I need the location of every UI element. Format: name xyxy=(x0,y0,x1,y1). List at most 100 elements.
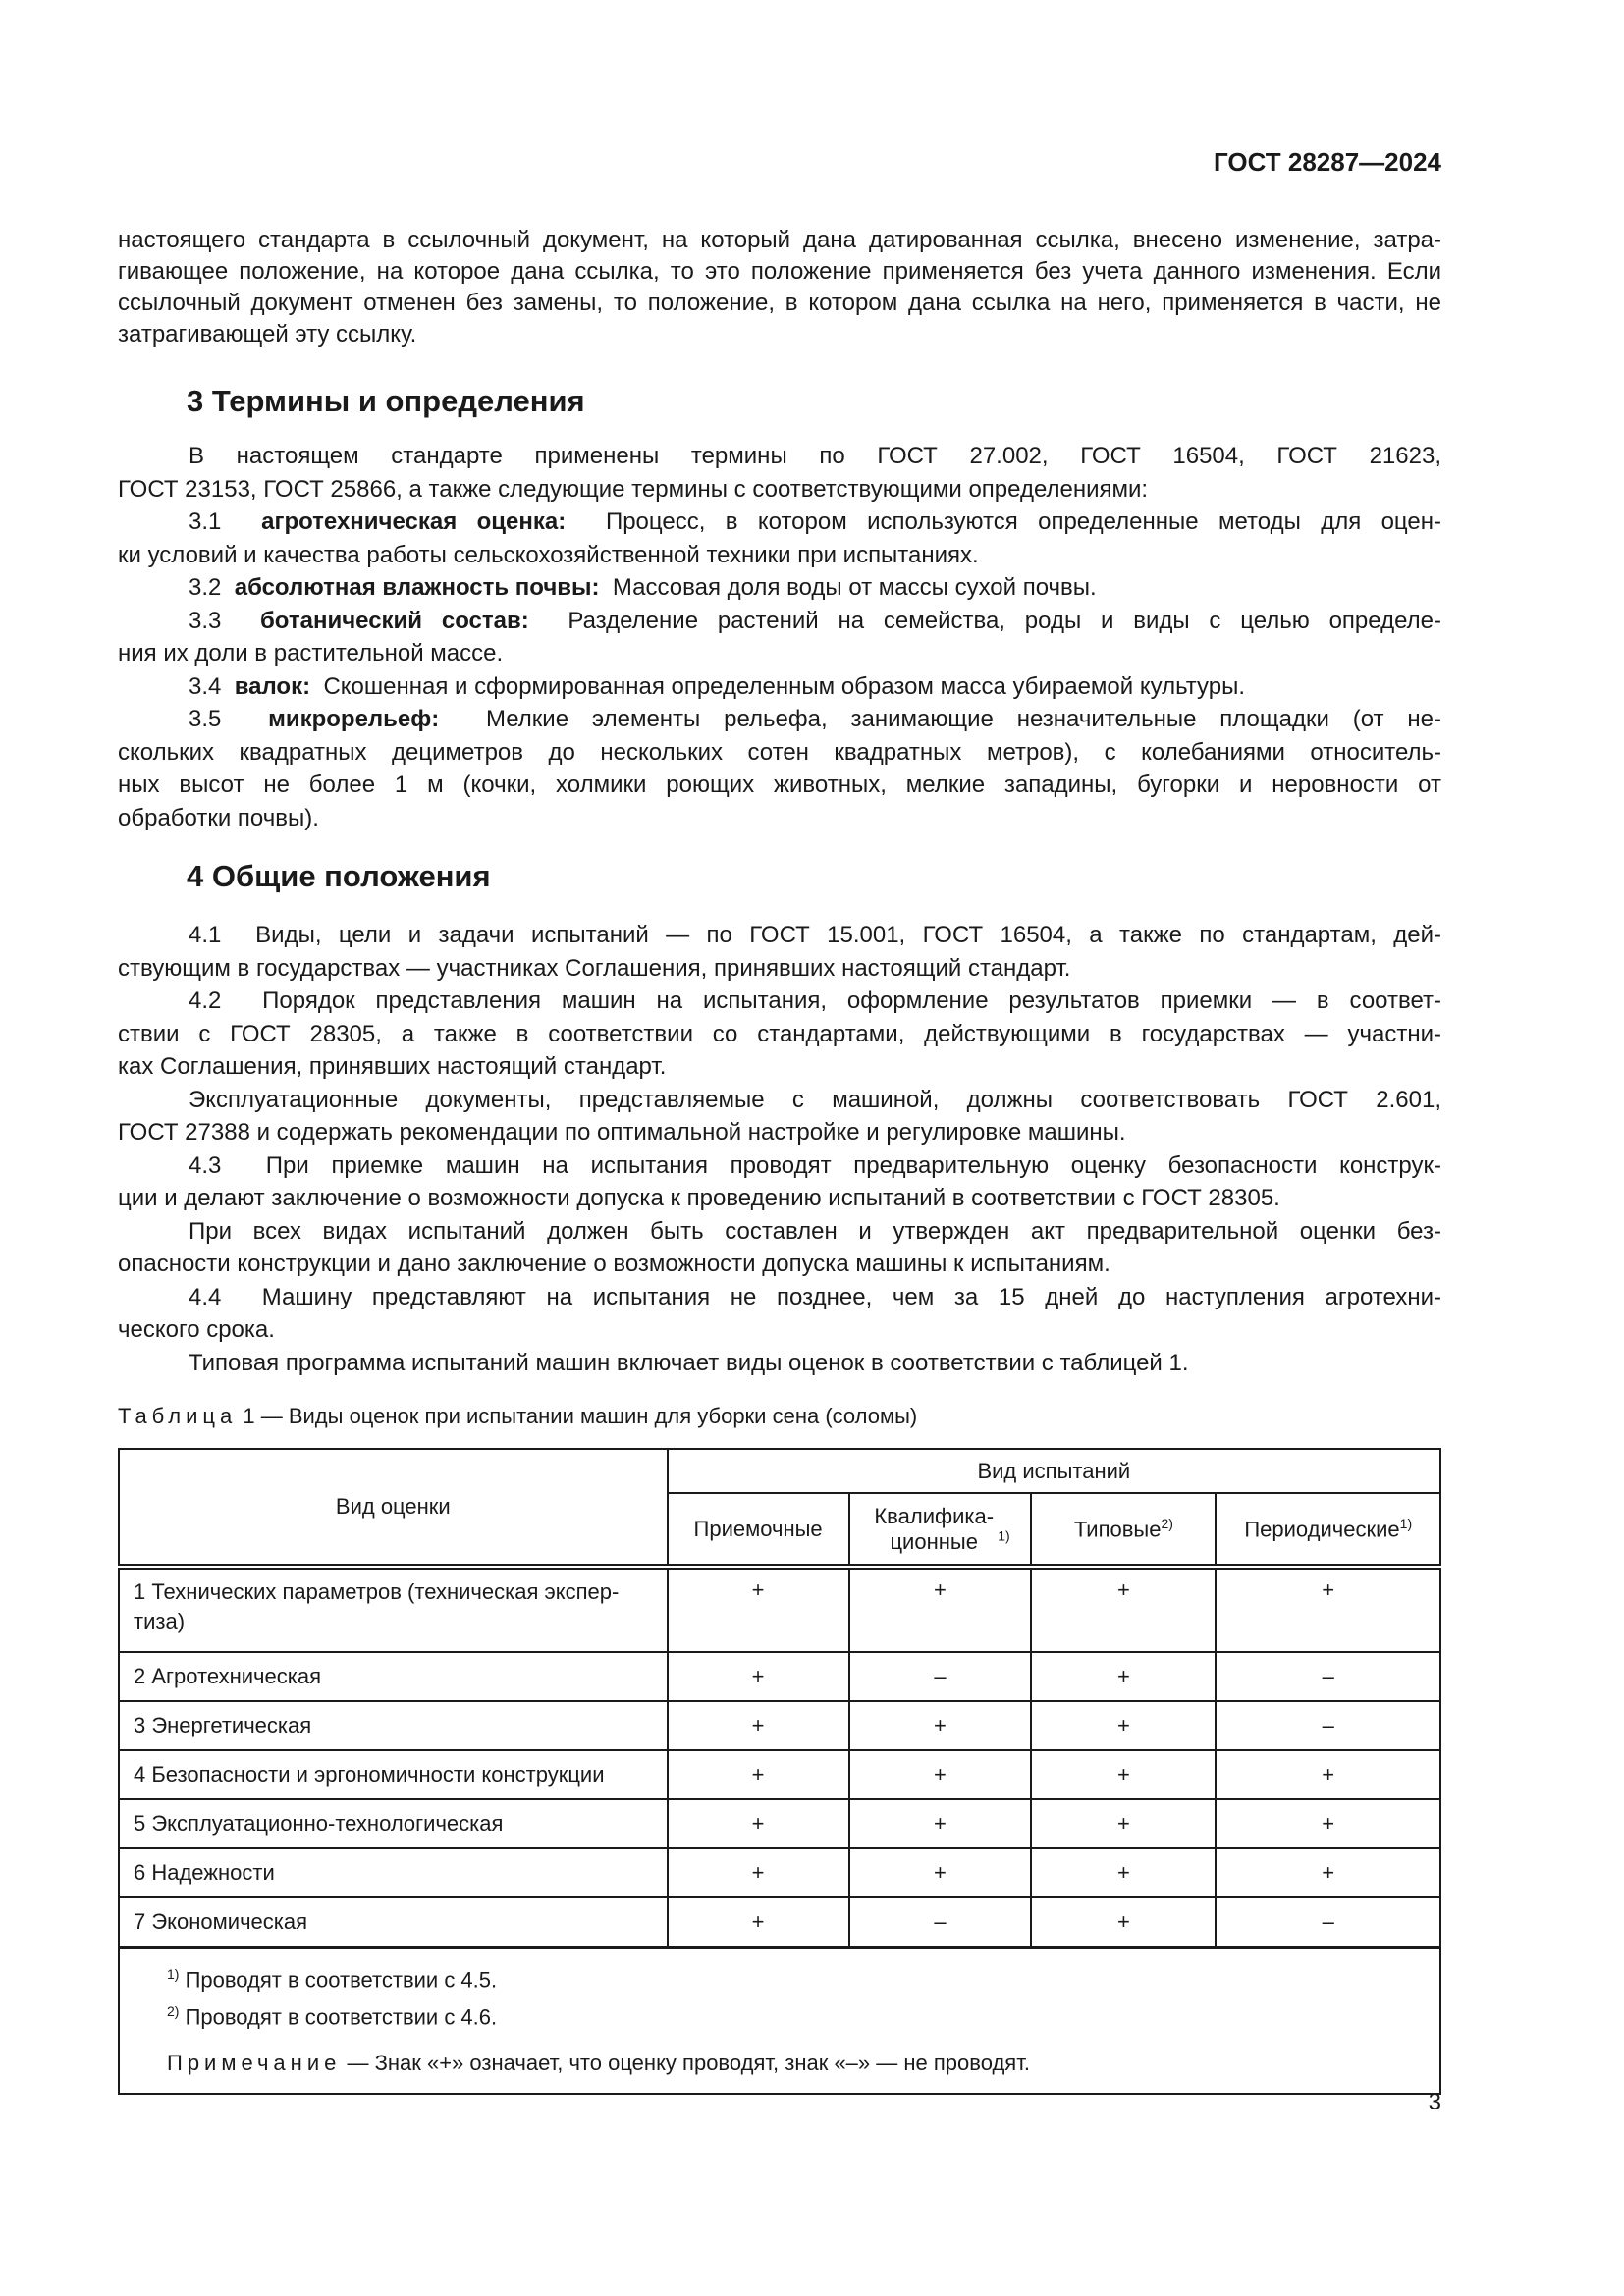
text-line: ствии с ГОСТ 28305, а также в соответств… xyxy=(118,1018,1441,1051)
term: агротехническая оценка: xyxy=(261,508,567,535)
line-text: ки условий и качества работы сельскохозя… xyxy=(118,541,979,568)
line-text: В настоящем стандарте применены термины … xyxy=(189,443,1441,469)
footnote-ref: 1) xyxy=(998,1527,1010,1544)
section-3-title: 3 Термины и определения xyxy=(187,384,585,418)
line-text: Порядок представления машин на испытания… xyxy=(262,988,1441,1014)
cell-value: + xyxy=(1215,1798,1441,1849)
cell-value: – xyxy=(847,1651,1033,1702)
line-text: ствующим в государствах — участниках Сог… xyxy=(118,954,1071,982)
line-text: Виды, цели и задачи испытаний — по ГОСТ … xyxy=(255,922,1441,948)
document-id: ГОСТ 28287—2024 xyxy=(1214,147,1441,177)
column-header-label: Квалифика-ционные xyxy=(874,1503,995,1554)
line-text: При всех видах испытаний должен быть сос… xyxy=(189,1217,1441,1245)
clause-number: 3.4 xyxy=(189,672,222,700)
footnote-mark: 2) xyxy=(167,2003,180,2020)
line-text: обработки почвы). xyxy=(118,804,319,831)
text-line: ния их доли в растительной массе. xyxy=(118,637,1441,670)
text-line: ГОСТ 23153, ГОСТ 25866, а также следующи… xyxy=(118,473,1441,507)
footnote-text: Проводят в соответствии с 4.6. xyxy=(179,2004,498,2030)
table-row: 2 Агротехническая + – + – xyxy=(118,1651,1441,1702)
line-text: ках Соглашения, принявших настоящий стан… xyxy=(118,1053,667,1080)
text-line: ках Соглашения, принявших настоящий стан… xyxy=(118,1050,1441,1084)
cell-value: + xyxy=(1215,1749,1441,1800)
table-row: 1 Технических параметров (техническая эк… xyxy=(118,1566,1441,1653)
column-header-label: Приемочные xyxy=(693,1516,823,1541)
line-text: Типовая программа испытаний машин включа… xyxy=(189,1349,1189,1376)
text-line: Эксплуатационные документы, представляем… xyxy=(118,1084,1441,1117)
term: валок: xyxy=(234,672,311,700)
cell-value: + xyxy=(847,1847,1033,1898)
text-line: 4.2 Порядок представления машин на испыт… xyxy=(118,985,1441,1018)
cell-value: – xyxy=(1215,1651,1441,1702)
column-header: Периодические1) xyxy=(1215,1492,1441,1570)
footnote-text: Проводят в соответствии с 4.5. xyxy=(179,1967,498,1993)
text-line: ссылочный документ отменен без замены, т… xyxy=(118,288,1441,319)
table-caption-label: Таблица xyxy=(118,1404,238,1428)
clause-number: 4.1 xyxy=(189,922,222,948)
clause-number: 4.4 xyxy=(189,1283,222,1310)
line-text: Массовая доля воды от массы сухой почвы. xyxy=(612,574,1097,601)
text-line: 3.1 агротехническая оценка: Процесс, в к… xyxy=(118,506,1441,539)
text-line: В настоящем стандарте применены термины … xyxy=(118,440,1441,473)
line-text: При приемке машин на испытания проводят … xyxy=(265,1151,1441,1179)
line-text: ссылочный документ отменен без замены, т… xyxy=(118,290,1441,316)
text-line: ГОСТ 27388 и содержать рекомендации по о… xyxy=(118,1116,1441,1149)
table-row: 6 Надежности + + + + xyxy=(118,1847,1441,1898)
row-assessment-name: 3 Энергетическая xyxy=(118,1700,669,1751)
text-line: 4.4 Машину представляют на испытания не … xyxy=(118,1281,1441,1314)
cell-value: + xyxy=(666,1651,850,1702)
column-header: Приемочные xyxy=(666,1492,850,1570)
column-header: Квалифика-ционные 1) xyxy=(847,1492,1033,1570)
page-number: 3 xyxy=(1428,2089,1441,2115)
note-label: Примечание xyxy=(167,2050,342,2075)
cell-value: + xyxy=(1030,1700,1218,1751)
line-text: ции и делают заключение о возможности до… xyxy=(118,1185,1280,1211)
line-text: Эксплуатационные документы, представляем… xyxy=(189,1086,1441,1113)
cell-value: + xyxy=(1030,1896,1218,1949)
term: ботанический состав: xyxy=(259,607,529,634)
intro-paragraph: настоящего стандарта в ссылочный докумен… xyxy=(118,225,1441,350)
line-text: Разделение растений на семейства, роды и… xyxy=(568,607,1441,634)
cell-value: + xyxy=(847,1798,1033,1849)
table-footer: 1) Проводят в соответствии с 4.5. 2) Пров… xyxy=(118,1946,1441,2095)
text-line: ции и делают заключение о возможности до… xyxy=(118,1182,1441,1215)
table-row: 5 Эксплуатационно-технологическая + + + + xyxy=(118,1798,1441,1849)
text-line: 4.1 Виды, цели и задачи испытаний — по Г… xyxy=(118,919,1441,952)
table-caption: Таблица 1 — Виды оценок при испытании ма… xyxy=(118,1404,917,1429)
text-line: затрагивающей эту ссылку. xyxy=(118,319,1441,350)
text-line: При всех видах испытаний должен быть сос… xyxy=(118,1215,1441,1249)
table-row: 3 Энергетическая + + + – xyxy=(118,1700,1441,1751)
row-assessment-name: 6 Надежности xyxy=(118,1847,669,1898)
cell-value: + xyxy=(666,1847,850,1898)
table-row: 7 Экономическая + – + – xyxy=(118,1896,1441,1949)
line-text: ных высот не более 1 м (кочки, холмики р… xyxy=(118,772,1441,798)
line-text: Мелкие элементы рельефа, занимающие незн… xyxy=(485,706,1441,732)
text-line: гивающее положение, на которое дана ссыл… xyxy=(118,256,1441,288)
cell-value: + xyxy=(666,1566,850,1653)
cell-value: – xyxy=(847,1896,1033,1949)
table-notes: 1) Проводят в соответствии с 4.5. 2) Пров… xyxy=(118,1946,1441,2095)
note-text: — Знак «+» означает, что оценку проводят… xyxy=(341,2050,1030,2075)
clause-number: 4.3 xyxy=(189,1151,222,1179)
text-line: ствующим в государствах — участниках Сог… xyxy=(118,952,1441,986)
text-line: ческого срока. xyxy=(118,1313,1441,1347)
column-header: Типовые2) xyxy=(1030,1492,1218,1570)
row-assessment-name: 2 Агротехническая xyxy=(118,1651,669,1702)
cell-value: + xyxy=(847,1566,1033,1653)
section-4-title: 4 Общие положения xyxy=(187,859,491,893)
header-test-type: Вид испытаний xyxy=(666,1448,1442,1494)
text-line: ных высот не более 1 м (кочки, холмики р… xyxy=(118,769,1441,802)
footnote: 1) Проводят в соответствии с 4.5. xyxy=(167,1958,1439,1996)
text-line: скольких квадратных дециметров до нескол… xyxy=(118,736,1441,770)
table-caption-text: 1 — Виды оценок при испытании машин для … xyxy=(237,1404,918,1428)
table-note: Примечание — Знак «+» означает, что оцен… xyxy=(167,2048,1439,2079)
line-text: ствии с ГОСТ 28305, а также в соответств… xyxy=(118,1020,1441,1047)
cell-value: + xyxy=(1030,1749,1218,1800)
text-line: 4.3 При приемке машин на испытания прово… xyxy=(118,1149,1441,1183)
line-text: скольких квадратных дециметров до нескол… xyxy=(118,738,1441,766)
clause-number: 3.5 xyxy=(189,706,222,732)
cell-value: + xyxy=(1030,1651,1218,1702)
text-line: опасности конструкции и дано заключение … xyxy=(118,1248,1441,1281)
text-line: ки условий и качества работы сельскохозя… xyxy=(118,539,1441,572)
line-text: Машину представляют на испытания не позд… xyxy=(261,1283,1441,1310)
